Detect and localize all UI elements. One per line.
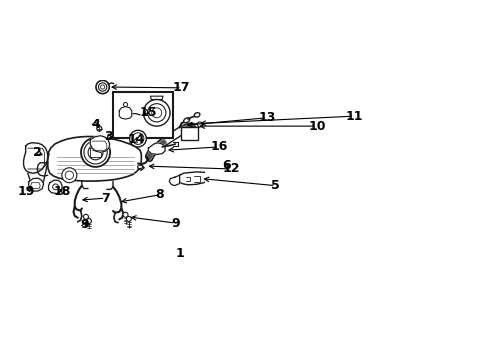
Polygon shape bbox=[223, 169, 229, 174]
Polygon shape bbox=[49, 180, 62, 194]
Circle shape bbox=[53, 184, 58, 190]
Circle shape bbox=[123, 212, 128, 217]
Circle shape bbox=[152, 108, 162, 118]
Ellipse shape bbox=[184, 118, 190, 123]
Circle shape bbox=[98, 83, 107, 91]
Circle shape bbox=[88, 145, 103, 160]
Polygon shape bbox=[179, 172, 210, 185]
Polygon shape bbox=[90, 136, 110, 152]
Polygon shape bbox=[28, 178, 44, 191]
Polygon shape bbox=[24, 143, 48, 173]
Text: 3: 3 bbox=[104, 130, 113, 143]
Text: 6: 6 bbox=[222, 159, 230, 172]
Text: 5: 5 bbox=[271, 179, 280, 192]
Text: 7: 7 bbox=[101, 192, 110, 204]
Text: 19: 19 bbox=[18, 185, 35, 198]
Circle shape bbox=[144, 99, 170, 126]
Text: 15: 15 bbox=[140, 106, 157, 119]
Text: 12: 12 bbox=[223, 162, 241, 175]
Text: 11: 11 bbox=[345, 110, 363, 123]
Circle shape bbox=[84, 141, 107, 164]
Ellipse shape bbox=[194, 113, 200, 117]
Text: 8: 8 bbox=[155, 188, 164, 201]
Bar bbox=[113, 92, 173, 138]
Circle shape bbox=[130, 130, 147, 147]
Ellipse shape bbox=[138, 165, 143, 168]
Circle shape bbox=[62, 168, 77, 183]
Polygon shape bbox=[148, 143, 165, 154]
Circle shape bbox=[97, 126, 102, 131]
Circle shape bbox=[147, 104, 166, 122]
Circle shape bbox=[123, 102, 127, 107]
Circle shape bbox=[126, 216, 131, 221]
Text: 14: 14 bbox=[127, 133, 145, 147]
Circle shape bbox=[100, 85, 105, 89]
Circle shape bbox=[197, 122, 202, 127]
Circle shape bbox=[132, 133, 144, 144]
Text: 18: 18 bbox=[53, 185, 71, 198]
Text: 10: 10 bbox=[308, 120, 326, 132]
Bar bbox=[181, 127, 197, 140]
Ellipse shape bbox=[195, 123, 201, 127]
Circle shape bbox=[86, 219, 92, 224]
Text: 13: 13 bbox=[258, 111, 276, 124]
Circle shape bbox=[83, 214, 89, 219]
Circle shape bbox=[65, 171, 74, 179]
Circle shape bbox=[81, 138, 110, 167]
Text: 16: 16 bbox=[211, 140, 228, 153]
Text: 9: 9 bbox=[171, 217, 180, 230]
Polygon shape bbox=[169, 175, 180, 186]
Circle shape bbox=[96, 80, 109, 94]
Text: 1: 1 bbox=[175, 247, 184, 260]
Text: 2: 2 bbox=[33, 146, 42, 159]
Polygon shape bbox=[48, 136, 141, 181]
Text: 9: 9 bbox=[80, 218, 89, 231]
Polygon shape bbox=[119, 107, 132, 119]
Text: 4: 4 bbox=[91, 118, 100, 131]
Text: 17: 17 bbox=[173, 81, 191, 94]
